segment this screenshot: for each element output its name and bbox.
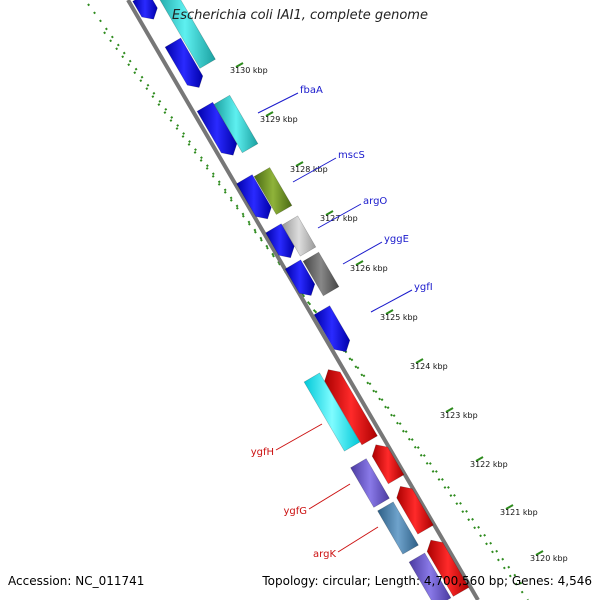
gene-label: mscS bbox=[338, 150, 365, 161]
label-leader-line bbox=[275, 423, 323, 451]
cds-blue bbox=[196, 101, 238, 156]
genome-backbone bbox=[126, 0, 480, 602]
feature-gray-light bbox=[281, 215, 317, 257]
genome-info-text: Topology: circular; Length: 4,700,560 bp… bbox=[262, 574, 592, 588]
cds-blue bbox=[265, 223, 295, 259]
tick-label: 3130 kbp bbox=[230, 66, 268, 75]
tick-label: 3127 kbp bbox=[320, 214, 358, 223]
gene-labels: fbaA mscS argO yggE ygfI ygfH ygfG argK bbox=[251, 85, 433, 560]
gene-label: fbaA bbox=[300, 85, 323, 96]
feature-track bbox=[132, 0, 470, 604]
cds-blue bbox=[236, 174, 272, 220]
feature-cyan bbox=[213, 94, 259, 154]
cds-blue bbox=[164, 37, 204, 88]
gene-label: ygfH bbox=[251, 447, 274, 458]
cds-blue bbox=[284, 259, 316, 296]
gene-label: argO bbox=[363, 196, 387, 207]
tick-mark bbox=[535, 550, 544, 556]
cds-red bbox=[396, 486, 434, 535]
feature-steel bbox=[377, 501, 419, 555]
feature-olive bbox=[253, 167, 293, 215]
cds-blue bbox=[132, 0, 158, 20]
tick-mark bbox=[325, 210, 334, 216]
tick-mark bbox=[445, 407, 454, 413]
cds-red bbox=[426, 539, 470, 597]
feature-cyan bbox=[303, 372, 361, 452]
accession-text: Accession: NC_011741 bbox=[8, 574, 145, 588]
feature-purple bbox=[408, 552, 452, 604]
tick-label: 3123 kbp bbox=[440, 411, 478, 420]
tick-mark bbox=[265, 111, 274, 117]
tick-label: 3125 kbp bbox=[380, 313, 418, 322]
tick-mark bbox=[415, 358, 424, 364]
tick-label: 3120 kbp bbox=[530, 554, 568, 563]
tick-label: 3121 kbp bbox=[500, 508, 538, 517]
tick-label: 3122 kbp bbox=[470, 460, 508, 469]
cds-blue bbox=[313, 305, 351, 353]
cds-red bbox=[371, 444, 405, 485]
label-leader-line bbox=[317, 203, 362, 229]
tick-label: 3129 kbp bbox=[260, 115, 298, 124]
label-leader-line bbox=[342, 241, 383, 265]
outer-dotted-track bbox=[87, 3, 529, 601]
tick-mark bbox=[505, 504, 514, 510]
page-title: Escherichia coli IAI1, complete genome bbox=[172, 8, 428, 23]
tick-mark bbox=[355, 260, 364, 266]
label-leader-line bbox=[292, 157, 337, 183]
kbp-ticks: 3130 kbp 3129 kbp 3128 kbp 3127 kbp 3126 kbp… bbox=[230, 62, 568, 563]
tick-label: 3126 kbp bbox=[350, 264, 388, 273]
gene-label: ygfI bbox=[414, 282, 433, 293]
tick-label: 3124 kbp bbox=[410, 362, 448, 371]
tick-mark bbox=[295, 161, 304, 167]
label-leader-line bbox=[308, 483, 351, 510]
tick-mark bbox=[235, 62, 244, 68]
tick-mark bbox=[385, 309, 394, 315]
gene-label: yggE bbox=[384, 234, 409, 245]
label-leader-line bbox=[337, 526, 379, 553]
gene-label: argK bbox=[313, 549, 336, 560]
gene-label: ygfG bbox=[283, 506, 307, 517]
tick-mark bbox=[475, 456, 484, 462]
tick-label: 3128 kbp bbox=[290, 165, 328, 174]
cds-red bbox=[324, 369, 378, 446]
feature-gray-dark bbox=[302, 251, 340, 297]
label-leader-line bbox=[370, 289, 413, 313]
feature-purple bbox=[350, 458, 390, 508]
feature-cyan bbox=[159, 0, 216, 69]
label-leader-line bbox=[257, 92, 299, 114]
